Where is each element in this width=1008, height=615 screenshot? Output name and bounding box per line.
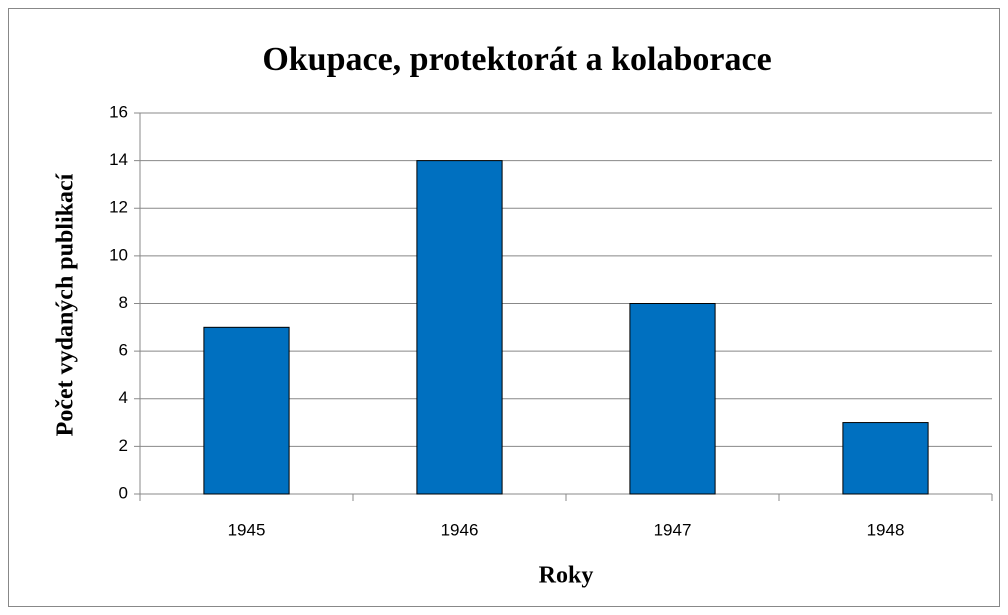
y-tick-label: 12 (109, 198, 128, 217)
x-tick-label: 1945 (228, 520, 266, 539)
chart-title: Okupace, protektorát a kolaborace (262, 41, 771, 78)
y-tick-label: 10 (109, 245, 128, 264)
bar (629, 303, 716, 495)
x-tick-label: 1946 (441, 520, 479, 539)
y-tick-label: 0 (119, 483, 128, 502)
x-tick-label: 1948 (867, 520, 905, 539)
y-tick-label: 6 (119, 341, 128, 360)
y-tick-label: 2 (119, 436, 128, 455)
y-axis-label: Počet vydaných publikací (53, 173, 79, 436)
y-tick-label: 8 (119, 293, 128, 312)
chart-frame (8, 8, 1000, 607)
x-axis-label: Roky (539, 563, 594, 589)
bar (416, 160, 503, 495)
y-tick-label: 4 (119, 388, 128, 407)
bar (203, 326, 290, 495)
y-tick-label: 14 (109, 150, 128, 169)
x-tick-label: 1947 (654, 520, 692, 539)
bar (842, 422, 929, 495)
y-tick-label: 16 (109, 102, 128, 121)
